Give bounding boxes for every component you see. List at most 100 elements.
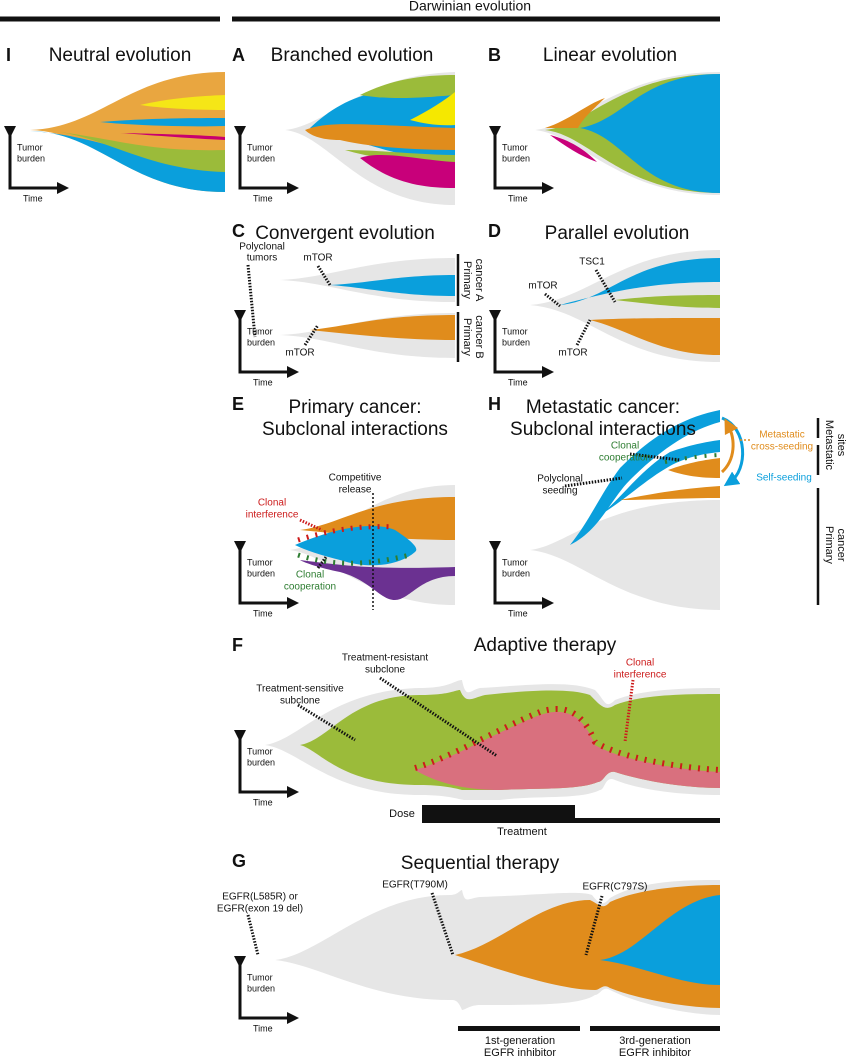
panel-letter: B — [488, 45, 501, 65]
annotation: tumors — [247, 253, 278, 264]
panel-a: A Branched evolution — [232, 45, 455, 205]
annotation: cancer A — [473, 259, 485, 302]
annotation: 1st-generation — [485, 1035, 555, 1047]
annotation: Clonal — [296, 570, 324, 581]
axis-arrows — [3, 126, 69, 194]
axis-label: Time — [253, 608, 273, 618]
axis-label: Tumor — [247, 326, 273, 336]
annotation: release — [339, 485, 372, 496]
axis-label: Tumor — [247, 972, 273, 982]
axis-label: Time — [508, 608, 528, 618]
annotation: Polyclonal — [239, 242, 285, 253]
annotation: subclone — [280, 696, 320, 707]
axis-arrows — [234, 730, 299, 798]
annotation: EGFR(C797S) — [582, 882, 647, 893]
axis-label: Tumor — [17, 142, 43, 152]
annotation: cooperation — [284, 582, 336, 593]
annotation: interference — [614, 670, 667, 681]
axis-arrows — [489, 541, 554, 609]
panel-b: B Linear evolution — [488, 45, 720, 195]
axis-label: burden — [502, 153, 530, 163]
axis-label: Time — [253, 1023, 273, 1033]
annotation: Polyclonal — [537, 474, 583, 485]
annotation: cooperation — [599, 453, 651, 464]
annotation: TSC1 — [579, 257, 605, 268]
axis-label: Time — [508, 193, 528, 203]
panel-title: Convergent evolution — [255, 223, 435, 244]
axis-arrows — [234, 310, 299, 378]
annotation: Primary — [461, 318, 473, 356]
panel-title: Adaptive therapy — [474, 635, 617, 656]
panel-title: Subclonal interactions — [262, 419, 448, 440]
panel-letter: G — [232, 851, 246, 871]
annotation: Metastatic — [759, 430, 805, 441]
axis-label: Tumor — [247, 557, 273, 567]
panel-title: Neutral evolution — [49, 45, 192, 66]
axis-label: Tumor — [247, 746, 273, 756]
axis-label: Time — [23, 193, 43, 203]
panel-h: H Metastatic cancer: Subclonal interacti… — [488, 394, 847, 610]
axis-label: Time — [253, 377, 273, 387]
annotation: Competitive — [329, 473, 382, 484]
annotation: sites — [835, 434, 847, 457]
annotation: 3rd-generation — [619, 1035, 691, 1047]
annotation: Treatment — [497, 826, 547, 838]
panel-i: I Neutral evolution — [6, 45, 225, 192]
annotation: Treatment-sensitive — [256, 684, 344, 695]
panel-letter: D — [488, 221, 501, 241]
axis-arrows — [234, 956, 299, 1024]
axis-label: burden — [247, 983, 275, 993]
panel-c: C Convergent evolution Polyclonal tumors… — [232, 221, 485, 362]
axis-label: burden — [17, 153, 45, 163]
panel-letter: H — [488, 394, 501, 414]
annotation: EGFR inhibitor — [484, 1047, 556, 1059]
annotation: interference — [246, 510, 299, 521]
annotation: cross-seeding — [751, 442, 813, 453]
annotation: mTOR — [285, 348, 314, 359]
panel-f: F Adaptive therapy Treatment-resistant s… — [232, 635, 721, 838]
panel-title: Subclonal interactions — [510, 419, 696, 440]
annotation: seeding — [542, 486, 577, 497]
axis-label: burden — [247, 568, 275, 578]
axis-label: Time — [253, 193, 273, 203]
axis-label: burden — [502, 568, 530, 578]
annotation: EGFR inhibitor — [619, 1047, 691, 1059]
panel-d: D Parallel evolution TSC1 mTOR mTOR — [488, 221, 720, 362]
annotation: Primary — [823, 526, 835, 564]
axis-arrows — [234, 126, 299, 194]
axis-label: Tumor — [247, 142, 273, 152]
annotation: EGFR(T790M) — [382, 880, 448, 891]
annotation: Metastatic — [823, 420, 835, 471]
annotation: Clonal — [258, 498, 286, 509]
header-title: Darwinian evolution — [409, 0, 531, 14]
panel-letter: F — [232, 635, 243, 655]
panel-g: G Sequential therapy EGFR(L585R) or EGFR… — [217, 851, 720, 1059]
annotation: cancer B — [473, 315, 485, 358]
annotation: Clonal — [611, 441, 639, 452]
annotation: Clonal — [626, 658, 654, 669]
panel-title: Branched evolution — [271, 45, 434, 66]
axis-arrows — [489, 126, 554, 194]
annotation: EGFR(L585R) or — [222, 892, 298, 903]
panel-title: Primary cancer: — [288, 397, 421, 418]
axis-label: burden — [247, 757, 275, 767]
axis-label: burden — [247, 153, 275, 163]
panel-letter: I — [6, 45, 11, 65]
panel-title: Metastatic cancer: — [526, 397, 680, 418]
axis-label: Time — [508, 377, 528, 387]
annotation: mTOR — [528, 281, 557, 292]
axis-label: burden — [247, 337, 275, 347]
panel-title: Parallel evolution — [545, 223, 690, 244]
axis-arrows — [489, 310, 554, 378]
annotation: Primary — [461, 261, 473, 299]
annotation: Treatment-resistant — [342, 653, 429, 664]
panel-letter: E — [232, 394, 244, 414]
axis-label: Tumor — [502, 142, 528, 152]
annotation: Self-seeding — [756, 473, 812, 484]
panel-letter: A — [232, 45, 245, 65]
annotation: EGFR(exon 19 del) — [217, 904, 303, 915]
annotation: mTOR — [303, 253, 332, 264]
axis-label: Tumor — [502, 557, 528, 567]
panel-e: E Primary cancer: Subclonal interactions… — [232, 394, 455, 610]
